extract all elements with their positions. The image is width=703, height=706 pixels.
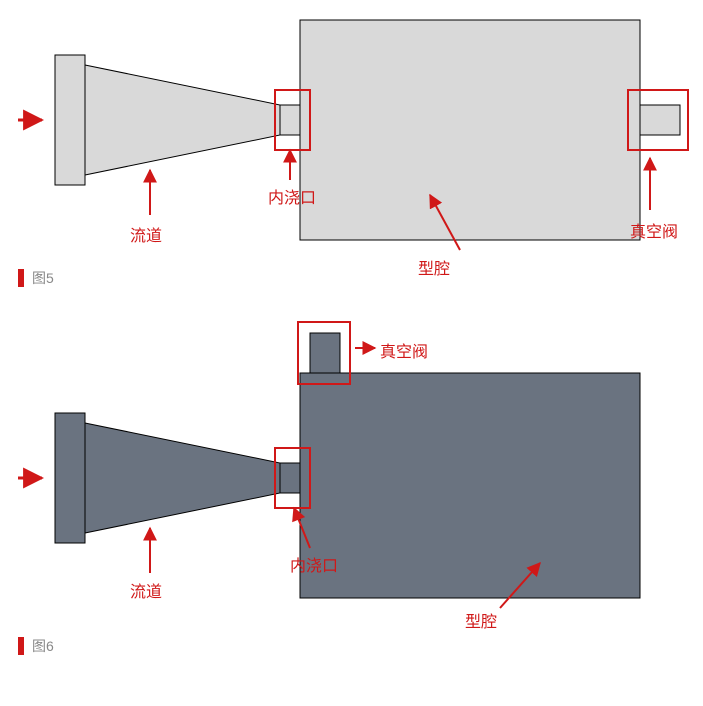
caption-5: 图5 [18,268,703,288]
figure-6: 流道 内浇口 型腔 真空阀 [0,308,703,628]
caption-bar-icon [18,637,24,655]
label-inner-gate-6: 内浇口 [290,552,338,576]
label-runner-6: 流道 [130,578,162,602]
caption-6: 图6 [18,636,703,656]
figure-5: 流道 内浇口 型腔 真空阀 [0,0,703,260]
figure-5-svg [0,0,703,260]
label-runner-5: 流道 [130,222,162,246]
label-cavity-5: 型腔 [418,255,450,279]
figure-6-svg [0,308,703,628]
caption-5-text: 图5 [32,268,54,288]
label-vacuum-valve-5: 真空阀 [630,218,678,242]
label-inner-gate-5: 内浇口 [268,184,316,208]
caption-bar-icon [18,269,24,287]
label-cavity-6: 型腔 [465,608,497,632]
label-vacuum-valve-6: 真空阀 [380,338,428,362]
caption-6-text: 图6 [32,636,54,656]
